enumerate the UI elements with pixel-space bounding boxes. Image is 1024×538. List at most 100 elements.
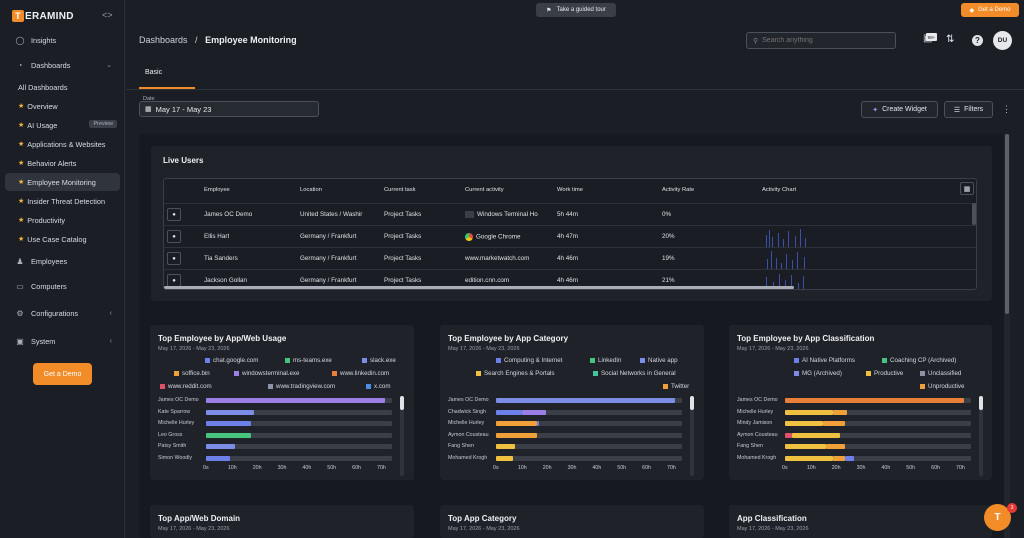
legend-item[interactable]: Coaching CP (Archived) — [882, 357, 956, 364]
legend-item[interactable]: Unproductive — [920, 383, 964, 390]
legend-item[interactable]: Twitter — [663, 383, 689, 390]
sidebar-get-demo-button[interactable]: Get a Demo — [33, 363, 92, 385]
chart-scrollbar-thumb[interactable] — [979, 396, 983, 410]
legend-item[interactable]: Computing & Internet — [496, 357, 562, 364]
bar[interactable] — [206, 432, 252, 438]
table-row[interactable]: ● Tia Sanders Germany / Frankfurt Projec… — [164, 247, 976, 269]
table-row[interactable]: ● Jackson Gollan Germany / Frankfurt Pro… — [164, 269, 976, 289]
nav-productivity[interactable]: ★ Productivity — [5, 211, 120, 229]
chat-launcher-button[interactable]: T — [984, 504, 1011, 531]
nav-overview[interactable]: ★ Overview — [5, 97, 120, 115]
nav-insider-threat[interactable]: ★ Insider Threat Detection — [5, 192, 120, 210]
date-range-picker[interactable]: ▦ May 17 - May 23 — [139, 101, 319, 117]
filters-button[interactable]: ☰ Filters — [944, 101, 993, 118]
table-horizontal-scrollbar[interactable] — [164, 286, 794, 289]
bar[interactable] — [785, 455, 833, 461]
chart-scrollbar-thumb[interactable] — [400, 396, 404, 410]
legend-item[interactable]: www.linkedin.com — [332, 370, 389, 377]
nav-system[interactable]: ▣ System ‹ — [5, 332, 120, 350]
legend-item[interactable]: slack.exe — [362, 357, 396, 364]
col-employee[interactable]: Employee — [204, 187, 230, 193]
search-input[interactable] — [762, 37, 883, 44]
table-row[interactable]: ● Ellis Hart Germany / Frankfurt Project… — [164, 225, 976, 247]
user-avatar[interactable]: DU — [993, 31, 1012, 50]
nav-behavior-alerts[interactable]: ★ Behavior Alerts — [5, 154, 120, 172]
col-current-activity[interactable]: Current activity — [465, 187, 504, 193]
bar[interactable] — [496, 409, 523, 415]
bar[interactable] — [496, 398, 675, 403]
bar[interactable] — [496, 455, 513, 461]
collapse-sidebar-icon[interactable]: <> — [102, 10, 113, 20]
nav-dashboards[interactable]: ◔ Dashboards ⌄ — [5, 56, 120, 74]
search-box[interactable]: ⚲ — [746, 32, 896, 49]
bar[interactable] — [206, 421, 252, 426]
nav-ai-usage[interactable]: ★ AI Usage Preview — [5, 116, 120, 134]
legend-item[interactable]: www.tradingview.com — [268, 383, 335, 390]
col-current-task[interactable]: Current task — [384, 187, 416, 193]
bar[interactable] — [785, 409, 833, 415]
table-vertical-scrollbar[interactable] — [972, 203, 976, 225]
help-icon[interactable]: ? — [972, 35, 983, 46]
bar[interactable] — [825, 444, 845, 449]
legend-item[interactable]: ms-teams.exe — [285, 357, 332, 364]
nav-employee-monitoring[interactable]: ★ Employee Monitoring — [5, 173, 120, 191]
camera-icon[interactable]: ● — [167, 230, 181, 243]
bar[interactable] — [785, 421, 824, 426]
legend-item[interactable]: Social Networks in General — [593, 370, 676, 377]
legend-item[interactable]: Search Engines & Portals — [476, 370, 555, 377]
top-get-demo-button[interactable]: ◆ Get a Demo — [961, 3, 1019, 17]
legend-item[interactable]: chat.google.com — [205, 357, 258, 364]
legend-item[interactable]: LinkedIn — [590, 357, 621, 364]
more-options-icon[interactable]: ⋮ — [1002, 104, 1011, 114]
legend-item[interactable]: Native app — [640, 357, 678, 364]
nav-use-case-catalog[interactable]: ★ Use Case Catalog — [5, 230, 120, 248]
legend-item[interactable]: windowsterminal.exe — [234, 370, 299, 377]
bar[interactable] — [536, 421, 539, 426]
chart-scrollbar[interactable] — [979, 396, 983, 476]
bar[interactable] — [832, 455, 845, 461]
legend-item[interactable]: Productive — [866, 370, 903, 377]
legend-item[interactable]: AI Native Platforms — [794, 357, 855, 364]
bar[interactable] — [206, 455, 230, 461]
bar[interactable] — [823, 421, 845, 426]
nav-computers[interactable]: ▭ Computers — [5, 277, 120, 295]
nav-all-dashboards[interactable]: All Dashboards — [5, 78, 120, 96]
legend-item[interactable]: soffice.bin — [174, 370, 210, 377]
bar[interactable] — [785, 444, 826, 449]
columns-grid-icon[interactable]: ▦ — [960, 182, 974, 195]
bar[interactable] — [844, 455, 855, 461]
legend-item[interactable]: www.reddit.com — [160, 383, 212, 390]
create-widget-button[interactable]: ✦ Create Widget — [861, 101, 938, 118]
chart-scrollbar[interactable] — [400, 396, 404, 476]
chart-scrollbar[interactable] — [690, 396, 694, 476]
teramind-logo[interactable]: T ERAMIND — [12, 10, 74, 22]
guided-tour-button[interactable]: ⚑ Take a guided tour — [536, 3, 616, 17]
nav-employees[interactable]: ♟ Employees — [5, 252, 120, 270]
bar[interactable] — [522, 409, 547, 415]
camera-icon[interactable]: ● — [167, 252, 181, 265]
settings-sliders-icon[interactable]: ⇅ — [946, 34, 955, 45]
bar[interactable] — [206, 398, 385, 403]
chart-scrollbar-thumb[interactable] — [690, 396, 694, 410]
camera-icon[interactable]: ● — [167, 208, 181, 221]
bar[interactable] — [785, 398, 964, 403]
bar[interactable] — [785, 432, 793, 438]
legend-item[interactable]: MG (Archived) — [794, 370, 842, 377]
col-activity-chart[interactable]: Activity Chart — [762, 187, 797, 193]
legend-item[interactable]: Unclassified — [920, 370, 961, 377]
page-scrollbar-thumb[interactable] — [1005, 134, 1009, 314]
bar[interactable] — [832, 409, 847, 415]
bar[interactable] — [792, 432, 840, 438]
col-location[interactable]: Location — [300, 187, 322, 193]
bar[interactable] — [206, 409, 254, 415]
bar[interactable] — [496, 421, 537, 426]
breadcrumb-dashboards[interactable]: Dashboards — [139, 35, 188, 45]
table-row[interactable]: ● James OC Demo United States / Washir P… — [164, 203, 976, 225]
nav-applications-websites[interactable]: ★ Applications & Websites — [5, 135, 120, 153]
bar[interactable] — [496, 432, 537, 438]
tab-basic[interactable]: Basic — [145, 69, 163, 76]
bar[interactable] — [496, 444, 516, 449]
nav-insights[interactable]: ◯ Insights — [5, 31, 120, 49]
legend-item[interactable]: x.com — [366, 383, 391, 390]
bar[interactable] — [206, 444, 235, 449]
